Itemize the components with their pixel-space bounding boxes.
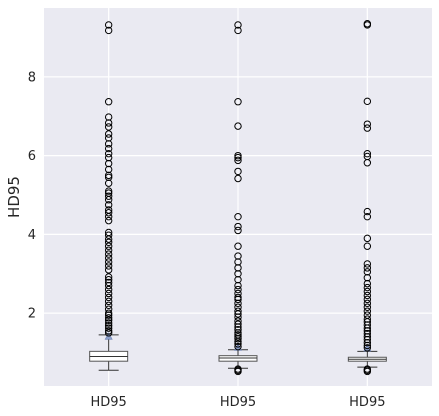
x-tick-label: HD95 — [349, 395, 385, 410]
y-axis-label: HD95 — [5, 176, 23, 218]
y-tick-labels: 2 4 6 8 — [28, 70, 36, 321]
y-tick-label: 6 — [28, 149, 36, 164]
y-tick-label: 4 — [28, 228, 36, 243]
x-tick-label: HD95 — [220, 395, 256, 410]
y-tick-label: 2 — [28, 307, 36, 322]
x-tick-label: HD95 — [91, 395, 127, 410]
y-tick-label: 8 — [28, 70, 36, 85]
x-tick-labels: HD95 HD95 HD95 — [91, 395, 386, 410]
